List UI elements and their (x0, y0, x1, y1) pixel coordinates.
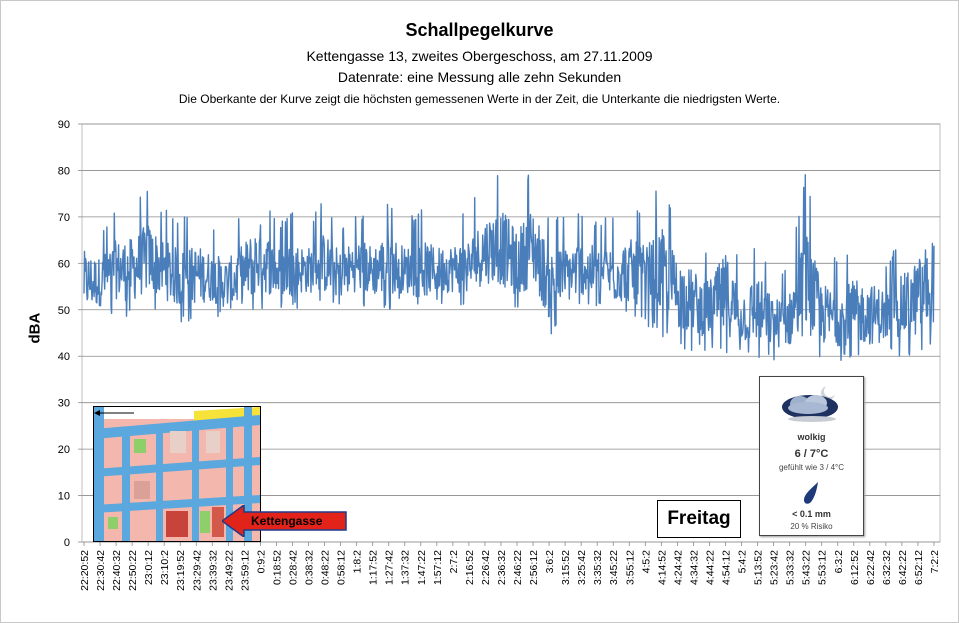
x-tick-label: 0:28:42 (287, 550, 299, 585)
x-tick-label: 3:15:52 (560, 550, 572, 585)
x-tick-label: 6:52:12 (913, 550, 925, 585)
x-tick-label: 0:48:22 (320, 550, 332, 585)
x-tick-label: 0:9:2 (255, 550, 267, 574)
y-tick-label: 90 (58, 119, 70, 131)
x-tick-label: 4:44:22 (704, 550, 716, 585)
x-tick-labels: 22:20:52 22:30:42 22:40:32 22:50:22 23:0:12 2… (79, 550, 941, 591)
x-tick-label: 4:24:42 (672, 550, 684, 585)
y-tick-label: 30 (58, 398, 70, 410)
x-tick-label: 23:29:42 (191, 550, 203, 591)
weather-card: wolkig 6 / 7°C gefühlt wie 3 / 4°C < 0.1… (759, 376, 864, 536)
series-group (83, 174, 935, 361)
x-tick-label: 1:57:12 (432, 550, 444, 585)
x-tick-label: 2:7:2 (448, 550, 460, 574)
x-tick-label: 22:20:52 (79, 550, 91, 591)
weather-risk: 20 % Risiko (790, 522, 833, 531)
cloud-moon-icon (782, 385, 838, 422)
x-tick-label: 1:47:22 (416, 550, 428, 585)
y-tick-label: 60 (58, 258, 70, 270)
location-arrow (222, 505, 347, 537)
x-tick-label: 1:27:42 (384, 550, 396, 585)
x-tick-label: 4:14:52 (656, 550, 668, 585)
x-tick-label: 22:30:42 (95, 550, 107, 591)
day-label: Freitag (657, 500, 741, 538)
x-tick-label: 6:42:22 (897, 550, 909, 585)
y-tick-label: 0 (64, 537, 70, 549)
x-tick-label: 3:6:2 (544, 550, 556, 574)
x-tick-label: 1:8:2 (352, 550, 364, 574)
x-tick-label: 22:40:32 (111, 550, 123, 591)
x-tick-label: 5:33:32 (785, 550, 797, 585)
x-tick-label: 23:39:32 (207, 550, 219, 591)
y-tick-label: 70 (58, 212, 70, 224)
y-tick-label: 40 (58, 351, 70, 363)
chart-title: Schallpegelkurve (405, 20, 554, 40)
x-tick-label: 2:56:12 (528, 550, 540, 585)
x-tick-label: 1:17:52 (368, 550, 380, 585)
x-tick-label: 2:26:42 (480, 550, 492, 585)
x-tick-label: 23:10:2 (159, 550, 171, 585)
x-tick-label: 6:12:52 (849, 550, 861, 585)
x-tick-label: 6:3:2 (833, 550, 845, 574)
x-tick-label: 5:43:22 (801, 550, 813, 585)
x-tick-label: 6:22:42 (865, 550, 877, 585)
x-tick-label: 5:13:52 (753, 550, 765, 585)
x-tick-label: 3:45:22 (608, 550, 620, 585)
x-tick-label: 23:59:12 (239, 550, 251, 591)
x-tick-label: 23:19:52 (175, 550, 187, 591)
x-tick-label: 23:0:12 (143, 550, 155, 585)
street-map-drawing (94, 407, 260, 541)
x-tick-label: 5:53:12 (817, 550, 829, 585)
x-tick-label: 23:49:22 (223, 550, 235, 591)
x-tick-label: 2:36:32 (496, 550, 508, 585)
x-tick-label: 2:46:22 (512, 550, 524, 585)
y-tick-labels: 0 10 20 30 40 50 60 70 80 90 (58, 119, 70, 549)
x-tick-label: 0:18:52 (271, 550, 283, 585)
raindrop-icon (804, 482, 818, 504)
weather-precipitation: < 0.1 mm (792, 509, 831, 519)
x-tick-label: 2:16:52 (464, 550, 476, 585)
x-tick-label: 4:5:2 (640, 550, 652, 574)
weather-condition: wolkig (797, 432, 826, 442)
y-tick-label: 20 (58, 444, 70, 456)
x-tick-label: 3:55:12 (624, 550, 636, 585)
x-tick-label: 5:4:2 (737, 550, 749, 574)
x-tick-label: 6:32:32 (881, 550, 893, 585)
chart-subtitle-datarate: Datenrate: eine Messung alle zehn Sekund… (337, 69, 622, 85)
chart-subtitle-location: Kettengasse 13, zweites Obergeschoss, am… (306, 48, 653, 64)
x-tick-label: 0:38:32 (304, 550, 316, 585)
x-tick-label: 22:50:22 (127, 550, 139, 591)
weather-feels-like: gefühlt wie 3 / 4°C (778, 463, 844, 472)
x-tick-label: 4:34:32 (688, 550, 700, 585)
y-tick-label: 80 (58, 165, 70, 177)
x-tick-label: 4:54:12 (720, 550, 732, 585)
x-tick-label: 1:37:32 (400, 550, 412, 585)
x-tick-label: 5:23:42 (769, 550, 781, 585)
x-tick-label: 0:58:12 (336, 550, 348, 585)
y-tick-label: 10 (58, 491, 70, 503)
y-tick-label: 50 (58, 305, 70, 317)
arrow-shape (222, 505, 347, 537)
x-tick-label: 3:25:42 (576, 550, 588, 585)
map-label-kettengasse: Kettengasse (251, 514, 323, 528)
chart-subtitle-explanation: Die Oberkante der Kurve zeigt die höchst… (178, 92, 781, 106)
x-tick-label: 3:35:32 (592, 550, 604, 585)
weather-temperature: 6 / 7°C (794, 448, 829, 460)
x-tick-label: 7:2:2 (929, 550, 941, 574)
series-line-sound-level (83, 174, 935, 361)
